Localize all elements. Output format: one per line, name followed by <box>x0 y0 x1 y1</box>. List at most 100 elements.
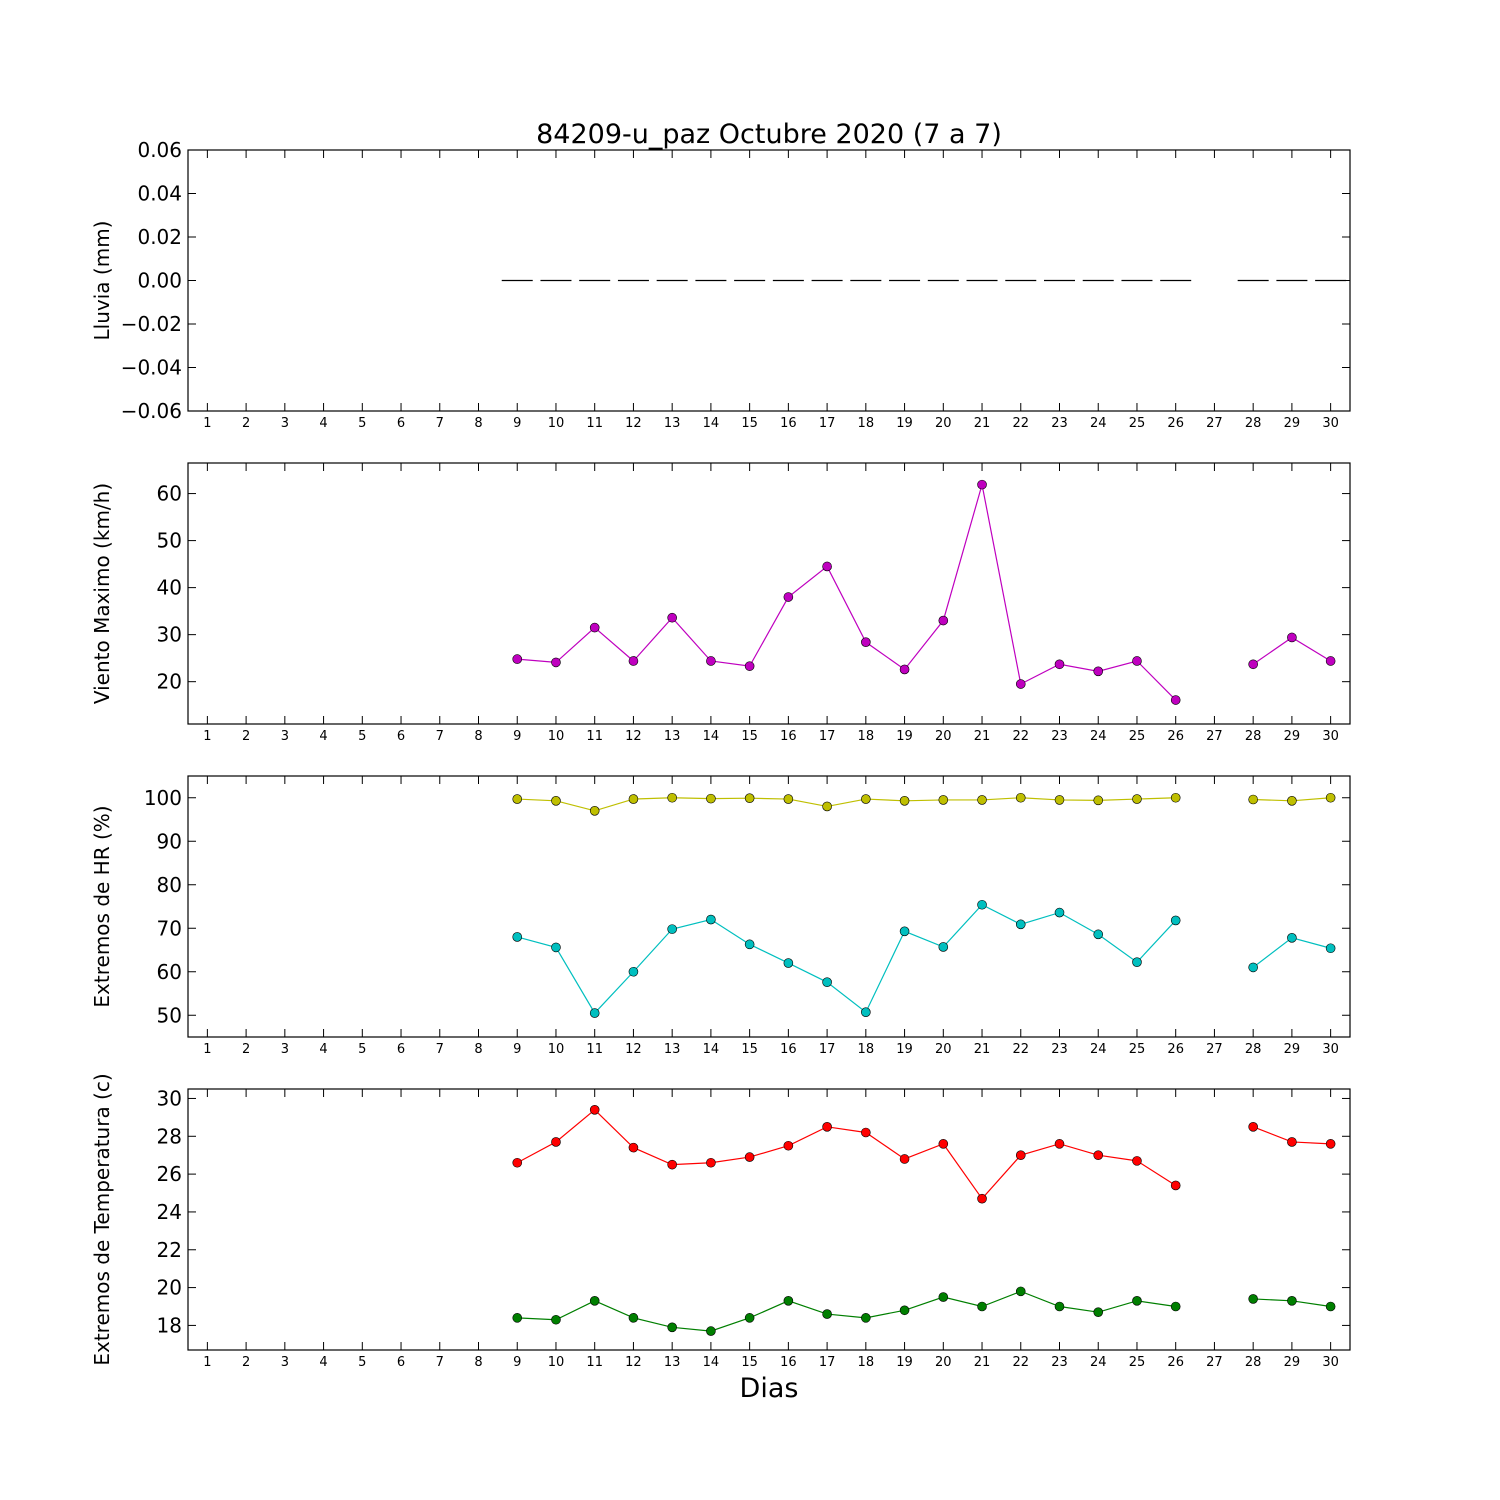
series-2-1 <box>512 479 1336 705</box>
data-point <box>744 661 755 671</box>
data-point <box>1054 795 1065 805</box>
x-tick-label: 4 <box>319 1355 327 1370</box>
x-tick-label: 16 <box>780 729 797 744</box>
x-tick-label: 19 <box>896 729 913 744</box>
y-tick-label: 30 <box>157 623 182 647</box>
data-point <box>1248 1122 1258 1132</box>
data-point <box>899 1305 910 1316</box>
x-tick-label: 2 <box>242 1042 250 1057</box>
data-point <box>628 794 639 804</box>
series-line <box>516 1108 1177 1200</box>
data-point <box>977 479 987 490</box>
y-tick-label: 18 <box>157 1313 182 1337</box>
data-point <box>1325 1301 1336 1312</box>
data-point <box>628 1142 639 1153</box>
series-3-1 <box>512 792 1336 816</box>
series-4-1 <box>512 1105 1336 1204</box>
y-axis-label: Extremos de HR (%) <box>90 805 114 1007</box>
data-point <box>551 1314 561 1325</box>
x-tick-label: 28 <box>1245 416 1262 431</box>
y-tick-label: 70 <box>157 916 182 940</box>
y-tick-label: −0.06 <box>121 399 182 423</box>
x-tick-label: 15 <box>741 416 758 431</box>
x-tick-label: 2 <box>242 1355 250 1370</box>
x-tick-label: 25 <box>1129 1355 1146 1370</box>
x-tick-label: 12 <box>625 1355 642 1370</box>
x-tick-label: 8 <box>474 1042 482 1057</box>
data-point <box>589 805 600 816</box>
data-point <box>1170 695 1181 705</box>
data-point <box>512 794 523 804</box>
x-tick-label: 16 <box>780 416 797 431</box>
data-point <box>1093 666 1104 677</box>
data-point <box>551 1137 561 1147</box>
x-tick-label: 23 <box>1051 1042 1068 1057</box>
x-tick-label: 7 <box>436 1042 444 1057</box>
x-tick-label: 17 <box>819 1042 836 1057</box>
x-tick-label: 18 <box>858 1355 875 1370</box>
data-point <box>938 615 949 626</box>
x-tick-label: 21 <box>974 1042 991 1057</box>
x-tick-label: 28 <box>1245 729 1262 744</box>
x-tick-label: 14 <box>703 416 720 431</box>
data-point <box>861 1313 871 1323</box>
plot-frame <box>187 775 1351 1038</box>
data-point <box>1015 1150 1026 1160</box>
x-tick-label: 11 <box>586 729 603 744</box>
x-tick-label: 19 <box>896 1042 913 1057</box>
y-tick-label: 20 <box>157 1276 182 1300</box>
y-axis-label: Viento Maximo (km/h) <box>90 483 114 704</box>
x-tick-label: 15 <box>741 1042 758 1057</box>
data-point <box>899 795 910 806</box>
data-point <box>512 1157 523 1168</box>
y-tick-label: 80 <box>157 873 182 897</box>
data-point <box>551 942 561 953</box>
x-tick-label: 13 <box>664 416 681 431</box>
data-point <box>1287 933 1297 943</box>
x-tick-label: 24 <box>1090 1355 1107 1370</box>
x-tick-label: 30 <box>1322 416 1339 431</box>
data-point <box>977 1193 987 1204</box>
data-point <box>667 1159 677 1170</box>
x-tick-label: 1 <box>203 1042 211 1057</box>
x-tick-label: 18 <box>858 416 875 431</box>
y-tick-label: 24 <box>157 1200 182 1224</box>
data-point <box>706 1157 716 1168</box>
x-tick-label: 13 <box>664 729 681 744</box>
data-point <box>899 926 910 937</box>
data-point <box>1325 943 1336 954</box>
data-point <box>1132 957 1142 967</box>
x-tick-label: 16 <box>780 1355 797 1370</box>
data-point <box>706 914 716 925</box>
data-point <box>783 592 794 602</box>
x-tick-label: 21 <box>974 729 991 744</box>
y-tick-label: −0.04 <box>121 356 182 380</box>
x-tick-label: 23 <box>1051 1355 1068 1370</box>
data-point <box>628 1313 639 1323</box>
x-tick-label: 5 <box>358 416 366 431</box>
data-point <box>1248 1294 1258 1304</box>
x-tick-label: 13 <box>664 1042 681 1057</box>
x-tick-label: 26 <box>1167 1355 1184 1370</box>
data-point <box>1325 1139 1336 1149</box>
x-tick-label: 2 <box>242 416 250 431</box>
data-point <box>783 794 794 804</box>
data-point <box>1132 794 1142 804</box>
y-tick-label: 0.04 <box>137 182 182 206</box>
x-tick-label: 27 <box>1206 1042 1223 1057</box>
data-point <box>589 1105 600 1115</box>
data-point <box>861 794 871 804</box>
x-tick-label: 22 <box>1012 729 1029 744</box>
x-tick-label: 22 <box>1012 1355 1029 1370</box>
y-tick-label: −0.02 <box>121 312 182 336</box>
x-tick-label: 4 <box>319 1042 327 1057</box>
x-tick-label: 29 <box>1284 1355 1301 1370</box>
x-tick-label: 5 <box>358 1355 366 1370</box>
x-tick-label: 28 <box>1245 1355 1262 1370</box>
x-tick-label: 11 <box>586 1355 603 1370</box>
data-point <box>822 801 832 812</box>
data-point <box>589 622 600 633</box>
y-tick-label: 60 <box>157 482 182 506</box>
